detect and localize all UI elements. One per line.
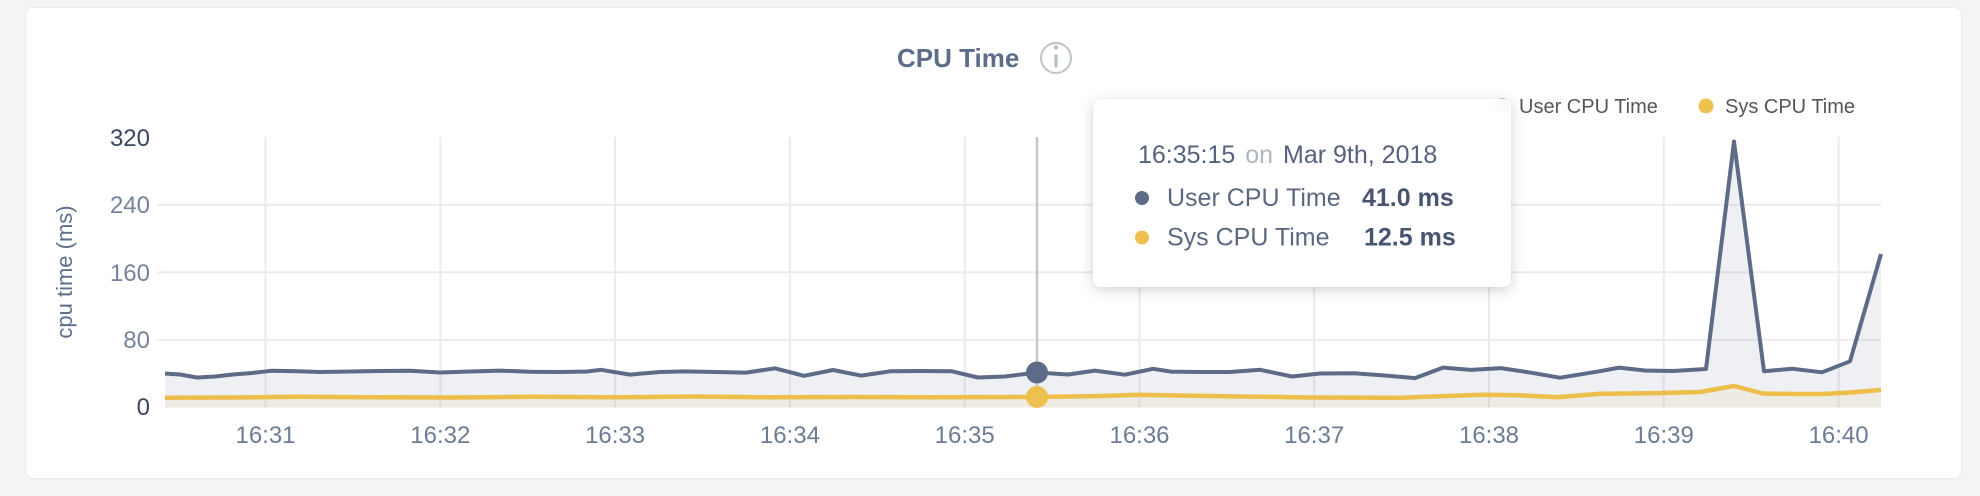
svg-text:16:31: 16:31 (235, 422, 295, 449)
svg-text:16:39: 16:39 (1634, 422, 1694, 449)
svg-text:16:35: 16:35 (935, 422, 995, 449)
svg-text:320: 320 (110, 125, 150, 152)
svg-text:16:36: 16:36 (1109, 422, 1169, 449)
svg-text:cpu time (ms): cpu time (ms) (52, 205, 77, 338)
svg-text:16:35:15 on Mar 9th, 2018: 16:35:15 on Mar 9th, 2018 (1138, 141, 1437, 169)
svg-text:240: 240 (110, 192, 150, 219)
svg-text:16:34: 16:34 (760, 422, 820, 449)
svg-text:16:32: 16:32 (410, 422, 470, 449)
svg-text:16:33: 16:33 (585, 422, 645, 449)
svg-text:Sys CPU Time: Sys CPU Time (1167, 224, 1330, 252)
svg-text:80: 80 (123, 327, 150, 354)
svg-text:0: 0 (137, 394, 150, 421)
svg-text:16:37: 16:37 (1284, 422, 1344, 449)
svg-text:16:38: 16:38 (1459, 422, 1519, 449)
svg-text:12.5 ms: 12.5 ms (1364, 224, 1456, 252)
svg-text:User CPU Time: User CPU Time (1167, 184, 1341, 212)
svg-text:16:40: 16:40 (1809, 422, 1869, 449)
svg-text:41.0 ms: 41.0 ms (1362, 184, 1454, 212)
svg-text:160: 160 (110, 260, 150, 287)
